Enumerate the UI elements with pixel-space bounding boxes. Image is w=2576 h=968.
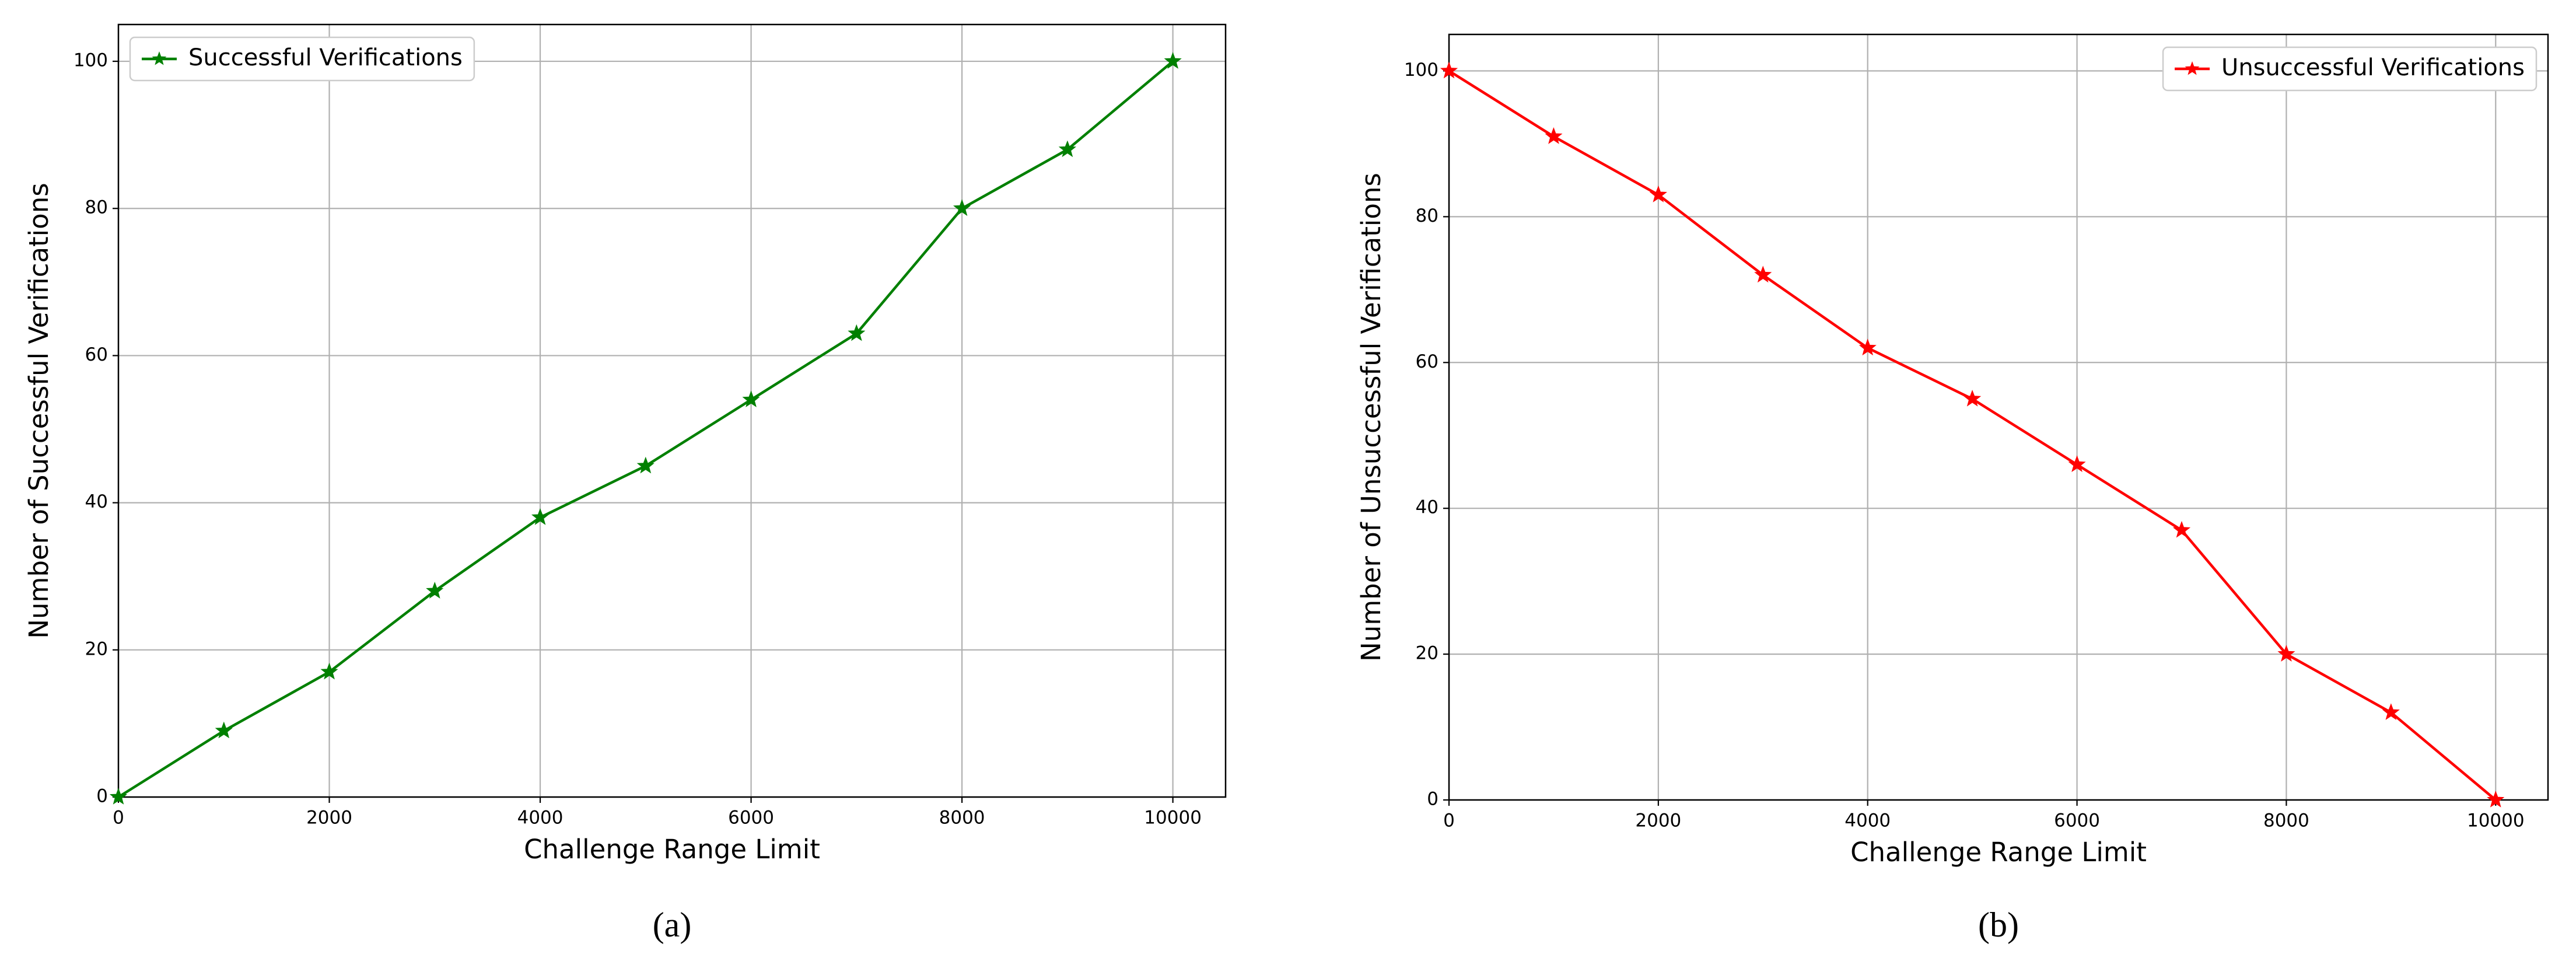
x-tick-label: 2000 (1635, 810, 1681, 831)
legend: Successful Verifications (129, 36, 475, 82)
y-tick-label: 80 (85, 197, 108, 218)
x-tick-label: 6000 (728, 808, 774, 829)
data-point (742, 390, 760, 407)
y-tick-label: 20 (1416, 643, 1438, 664)
x-tick-label: 0 (113, 808, 124, 829)
plot-frame (117, 23, 1227, 798)
x-tick-label: 4000 (1845, 810, 1891, 831)
data-point (2487, 791, 2505, 808)
x-axis-label: Challenge Range Limit (524, 834, 820, 865)
data-point (1754, 265, 1772, 283)
data-point (1164, 52, 1182, 69)
legend-frame (129, 36, 475, 82)
data-point (426, 582, 444, 599)
data-point (2382, 703, 2400, 720)
legend-label: Unsuccessful Verifications (2221, 54, 2525, 81)
data-point (848, 324, 866, 341)
x-tick-label: 2000 (306, 808, 352, 829)
y-tick-label: 40 (85, 491, 108, 512)
data-point (636, 456, 654, 474)
y-tick-label: 0 (1427, 789, 1438, 810)
legend-item: Successful Verifications (142, 44, 463, 71)
x-tick-label: 6000 (2054, 810, 2100, 831)
x-tick-label: 10000 (2467, 810, 2525, 831)
caption: (b) (1978, 906, 2019, 944)
data-point (1649, 186, 1667, 202)
x-tick-label: 8000 (2263, 810, 2309, 831)
x-tick-label: 0 (1443, 810, 1455, 831)
y-tick-label: 20 (85, 638, 108, 659)
data-point (2068, 455, 2086, 472)
data-point (215, 721, 233, 739)
data-point (1859, 338, 1877, 356)
y-tick-label: 0 (96, 786, 108, 807)
y-tick-label: 60 (1416, 351, 1438, 372)
y-tick-label: 40 (1416, 497, 1438, 518)
legend-frame (2162, 46, 2538, 92)
legend-label: Successful Verifications (188, 44, 463, 71)
data-point (2172, 520, 2191, 538)
data-point (109, 788, 128, 805)
legend-marker (2185, 61, 2200, 75)
data-point (320, 662, 338, 680)
data-line (117, 60, 1174, 798)
x-tick-label: 8000 (939, 808, 985, 829)
data-point (531, 508, 550, 525)
data-point (1964, 389, 1982, 407)
y-axis-label: Number of Successful Verifications (23, 183, 54, 638)
data-point (1545, 127, 1563, 144)
y-tick-label: 60 (85, 344, 108, 365)
legend-marker (152, 51, 167, 65)
legend-item: Unsuccessful Verifications (2175, 54, 2525, 81)
data-point (1058, 140, 1076, 158)
data-point (2277, 645, 2295, 662)
y-tick-label: 100 (74, 50, 108, 71)
x-axis-label: Challenge Range Limit (1850, 837, 2147, 868)
x-tick-label: 10000 (1144, 808, 1202, 829)
y-tick-label: 100 (1404, 60, 1438, 81)
y-axis-label: Number of Unsuccessful Verifications (1356, 173, 1387, 662)
data-line (1448, 69, 2497, 801)
y-tick-label: 80 (1416, 205, 1438, 226)
data-point (953, 199, 971, 216)
x-tick-label: 4000 (517, 808, 564, 829)
legend: Unsuccessful Verifications (2162, 46, 2538, 92)
caption: (a) (653, 906, 692, 944)
data-point (1440, 61, 1458, 79)
plot-frame (1448, 33, 2549, 801)
